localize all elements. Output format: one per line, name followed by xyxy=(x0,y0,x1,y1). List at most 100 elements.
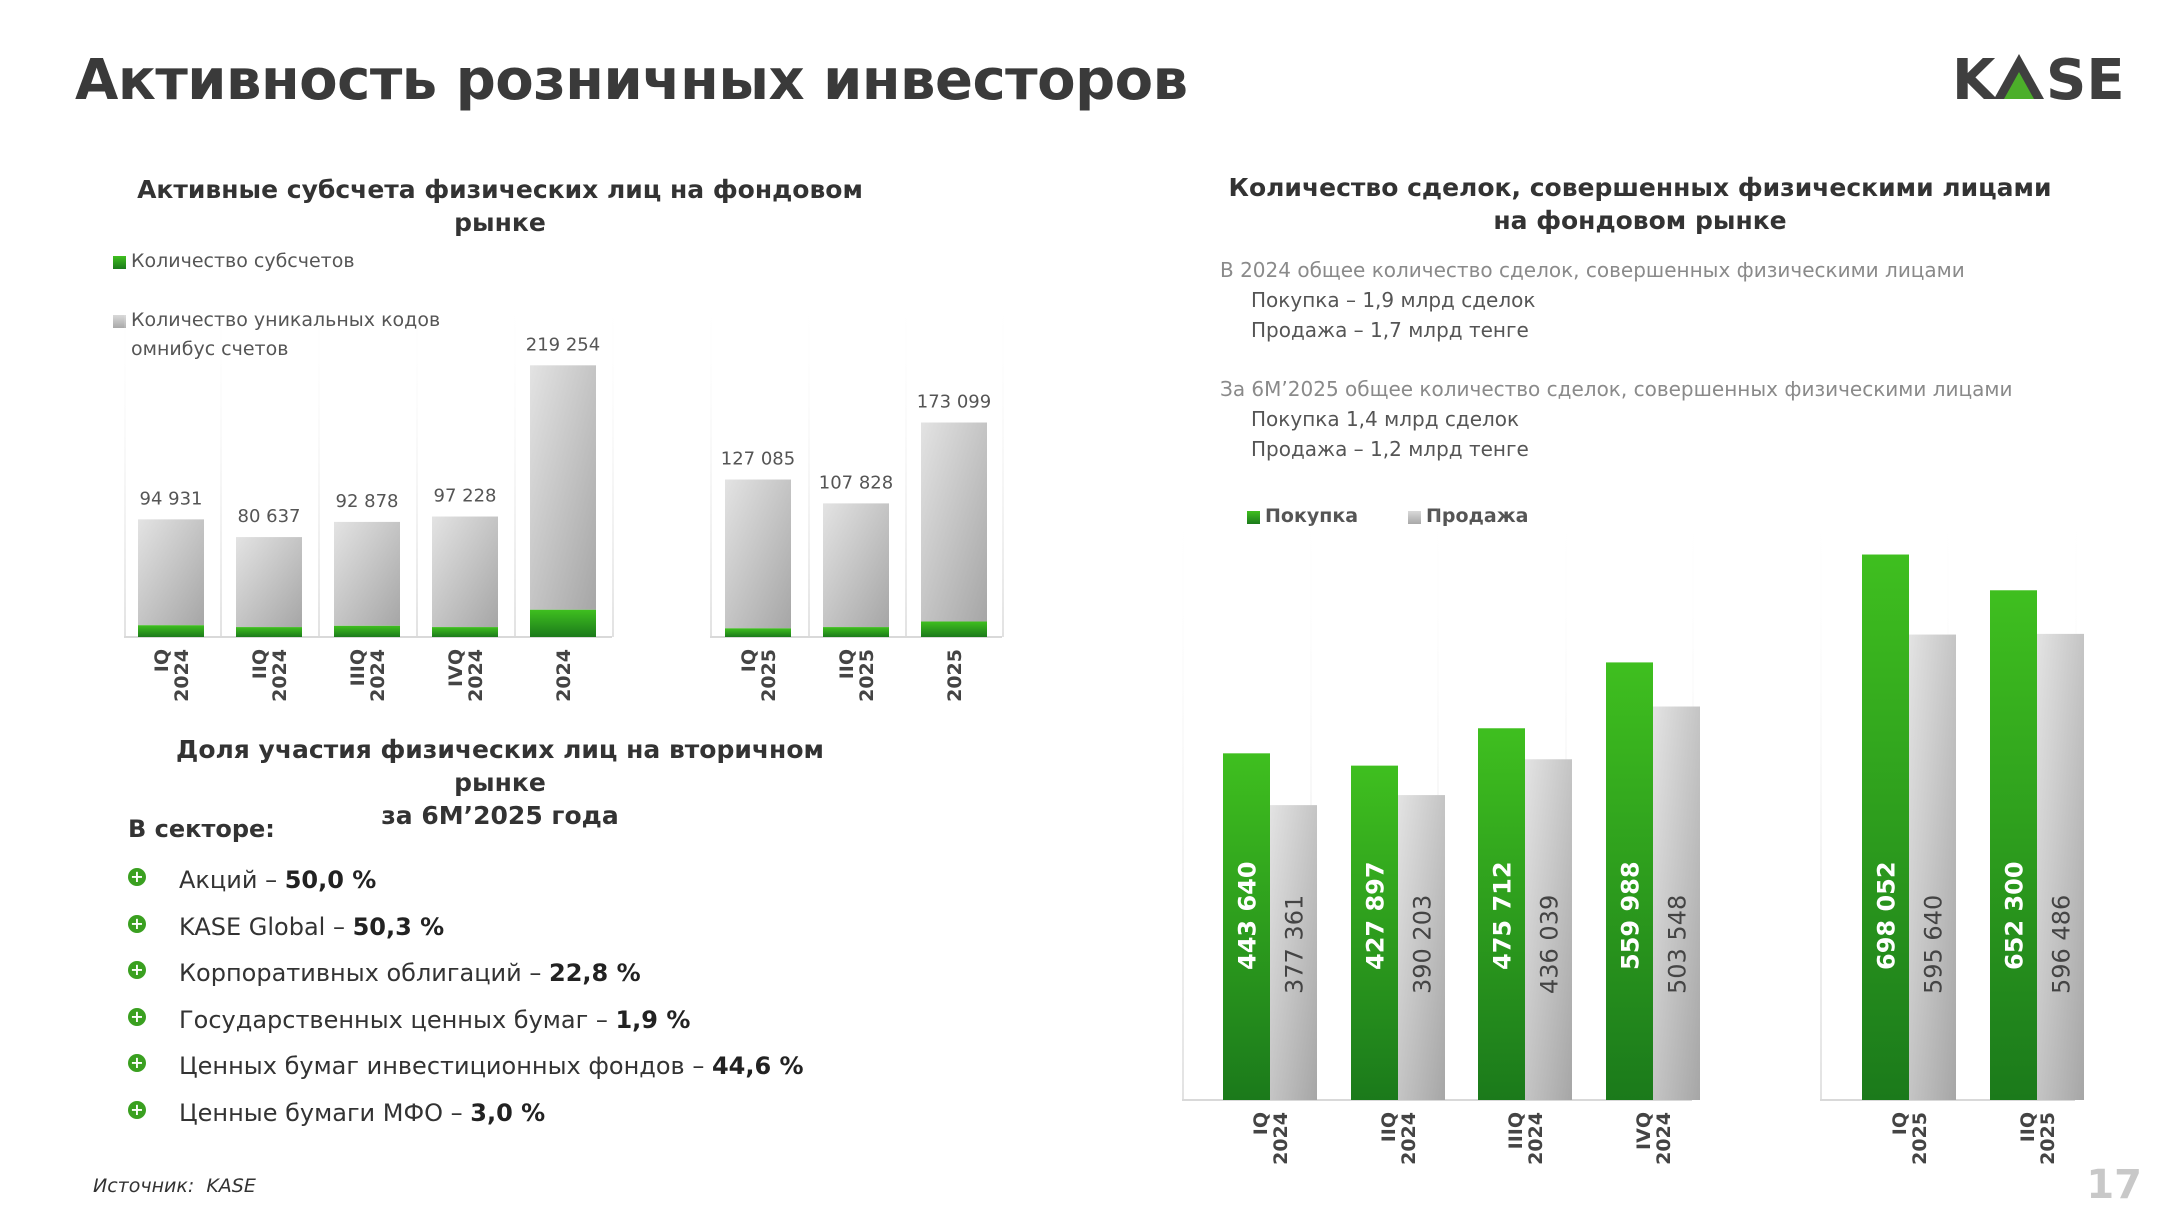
x-tick-line: 2024 xyxy=(1525,1112,1547,1165)
bar-omnibus-codes xyxy=(432,516,498,628)
share-item-label: Корпоративных облигаций – xyxy=(179,959,549,987)
grid-separator xyxy=(808,282,810,637)
note-2025-sell: Продажа – 1,2 млрд тенге xyxy=(1251,437,1529,461)
x-tick-line: 2024 xyxy=(269,649,291,702)
bar-omnibus-codes xyxy=(823,503,889,628)
plus-icon: + xyxy=(128,914,146,933)
right-chart-heading: Количество сделок, совершенных физически… xyxy=(1200,171,2080,237)
plus-icon: + xyxy=(128,961,146,979)
grid-separator xyxy=(514,282,516,637)
data-label-buy: 443 640 xyxy=(1234,861,1262,970)
plus-icon: + xyxy=(128,1007,146,1026)
grid-separator xyxy=(318,282,320,637)
data-label-buy: 559 988 xyxy=(1617,861,1645,970)
source-label: Источник: xyxy=(93,1175,195,1197)
legend-subaccounts-label: Количество субсчетов xyxy=(131,250,355,272)
data-label-total: 173 099 xyxy=(917,392,991,413)
grid-separator xyxy=(1820,472,1822,1100)
note-2024-buy: Покупка – 1,9 млрд сделок xyxy=(1251,288,1536,312)
x-tick-line: 2024 xyxy=(465,649,487,702)
plus-icon: + xyxy=(128,1100,146,1119)
x-tick-line: IVQ xyxy=(1633,1112,1655,1150)
bar-subaccounts xyxy=(921,621,987,637)
grid-separator xyxy=(905,282,907,637)
left-chart-heading: Активные субсчета физических лиц на фонд… xyxy=(137,175,863,237)
legend-omnibus-label: Количество уникальных кодов омнибус счет… xyxy=(131,306,440,364)
grid-separator xyxy=(612,282,614,637)
source-note: Источник: KASE xyxy=(93,1175,256,1197)
share-item-value: 1,9 % xyxy=(615,1005,691,1034)
x-tick-line: IQ xyxy=(1250,1112,1272,1135)
x-tick-line: IQ xyxy=(1889,1112,1911,1135)
page-title: Активность розничных инвесторов xyxy=(75,48,1188,113)
source-value: KASE xyxy=(206,1175,256,1197)
bar-subaccounts xyxy=(432,627,498,637)
legend-swatch-grey xyxy=(113,315,126,328)
x-tick-line: IVQ xyxy=(445,649,467,687)
bar-subaccounts xyxy=(530,609,596,637)
x-tick-line: 2024 xyxy=(1270,1112,1292,1165)
logo-triangle-green xyxy=(2004,72,2034,99)
grid-separator xyxy=(124,282,126,637)
x-tick-line: 2025 xyxy=(1909,1112,1931,1165)
x-tick-line: 2025 xyxy=(856,649,878,702)
data-label-buy: 475 712 xyxy=(1489,861,1517,970)
note-2025: За 6М’2025 общее количество сделок, сове… xyxy=(1220,374,2012,464)
data-label-sell: 377 361 xyxy=(1281,895,1309,994)
bar-omnibus-codes xyxy=(236,537,302,628)
share-item-value: 22,8 % xyxy=(549,959,641,987)
bar-omnibus-codes xyxy=(334,521,400,626)
share-item-label: Акций – xyxy=(179,866,285,894)
x-tick-line: 2024 xyxy=(171,649,193,702)
note-2024-title: В 2024 общее количество сделок, совершен… xyxy=(1220,258,1965,282)
x-tick-line: 2024 xyxy=(553,649,575,702)
right-chart-heading-line1: Количество сделок, совершенных физически… xyxy=(1228,173,2052,202)
x-tick-line: IQ xyxy=(151,649,173,672)
grid-separator xyxy=(1310,472,1312,1100)
bar-subaccounts xyxy=(236,627,302,637)
share-heading: Доля участия физических лиц на вторичном… xyxy=(130,733,870,832)
legend-omnibus-line2: омнибус счетов xyxy=(131,338,289,360)
data-label-total: 94 931 xyxy=(140,488,203,509)
bar-sell xyxy=(1398,795,1445,1100)
legend-omnibus-line1: Количество уникальных кодов xyxy=(131,309,441,331)
x-tick-line: IIIQ xyxy=(347,649,369,686)
x-tick-line: IIQ xyxy=(2017,1112,2039,1142)
bar-omnibus-codes xyxy=(921,422,987,622)
x-tick-label: 2024 xyxy=(553,649,575,702)
kase-logo: K SE xyxy=(1952,48,2125,112)
bar-subaccounts xyxy=(138,625,204,637)
share-item-value: 50,3 % xyxy=(352,912,445,941)
bar-omnibus-codes xyxy=(530,365,596,610)
grid-separator xyxy=(220,282,222,637)
x-tick-line: IQ xyxy=(738,649,760,672)
legend-swatch-green xyxy=(113,256,126,269)
grid-separator xyxy=(1002,282,1004,637)
data-label-sell: 390 203 xyxy=(1409,895,1437,994)
x-tick-line: 2024 xyxy=(1653,1112,1675,1165)
bar-sell xyxy=(1653,706,1700,1100)
data-label-buy: 698 052 xyxy=(1873,861,1901,970)
share-item-value: 44,6 % xyxy=(711,1052,804,1080)
note-2025-buy: Покупка 1,4 млрд сделок xyxy=(1251,407,1520,431)
grid-separator xyxy=(710,282,712,637)
bar-buy xyxy=(1990,590,2037,1100)
bar-omnibus-codes xyxy=(138,519,204,626)
x-tick-line: IIQ xyxy=(836,649,858,679)
data-label-buy: 427 897 xyxy=(1362,861,1390,970)
data-label-sell: 596 486 xyxy=(2048,895,2076,994)
plus-icon: + xyxy=(128,868,146,886)
legend-sell: Продажа xyxy=(1408,502,1528,531)
data-label-buy: 652 300 xyxy=(2001,861,2029,970)
data-label-total: 127 085 xyxy=(721,449,795,470)
share-heading-line1: Доля участия физических лиц на вторичном… xyxy=(176,735,824,797)
